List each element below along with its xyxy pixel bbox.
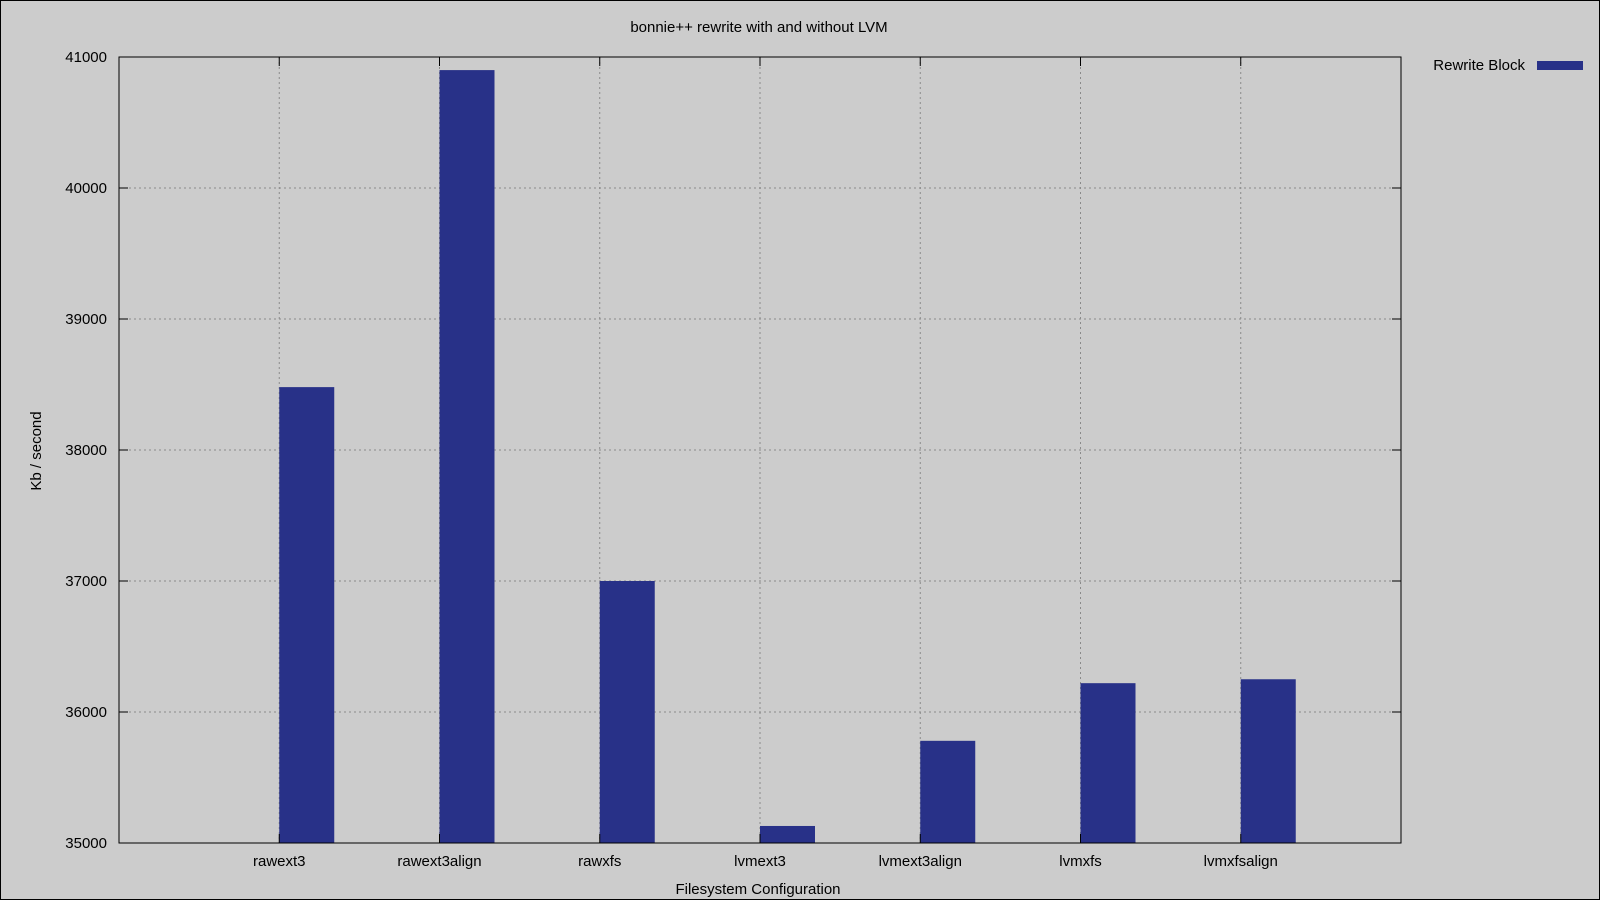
chart-title: bonnie++ rewrite with and without LVM [630, 19, 887, 36]
y-tick-label: 35000 [65, 835, 107, 852]
x-tick-label: rawxfs [578, 853, 621, 870]
x-tick-labels: rawext3 rawext3align rawxfs lvmext3 lvmext3a… [253, 853, 1278, 870]
legend-swatch [1537, 61, 1583, 70]
y-tick-label: 38000 [65, 442, 107, 459]
bar-lvmxfs [1080, 683, 1136, 843]
legend: Rewrite Block [1433, 57, 1583, 74]
y-tick-labels: 35000 36000 37000 38000 39000 40000 41000 [65, 49, 107, 852]
y-axis-title: Kb / second [28, 411, 45, 490]
bar-rawxfs [599, 581, 655, 843]
bars [279, 70, 1296, 844]
axis-ticks [119, 56, 1401, 844]
legend-label: Rewrite Block [1433, 57, 1525, 74]
bar-rawext3 [279, 387, 335, 843]
x-tick-label: rawext3 [253, 853, 306, 870]
x-tick-label: lvmext3 [734, 853, 786, 870]
bar-lvmxfsalign [1240, 679, 1296, 843]
x-axis-title: Filesystem Configuration [675, 881, 840, 898]
bar-rawext3align [439, 70, 495, 844]
x-tick-label: lvmxfsalign [1204, 853, 1278, 870]
bar-lvmext3 [760, 825, 815, 843]
y-tick-label: 40000 [65, 180, 107, 197]
y-tick-label: 41000 [65, 49, 107, 66]
y-tick-label: 36000 [65, 704, 107, 721]
y-tick-label: 39000 [65, 311, 107, 328]
x-tick-label: lvmext3align [879, 853, 962, 870]
y-tick-label: 37000 [65, 573, 107, 590]
bar-lvmext3align [920, 740, 976, 843]
x-tick-label: rawext3align [397, 853, 481, 870]
x-tick-label: lvmxfs [1059, 853, 1102, 870]
